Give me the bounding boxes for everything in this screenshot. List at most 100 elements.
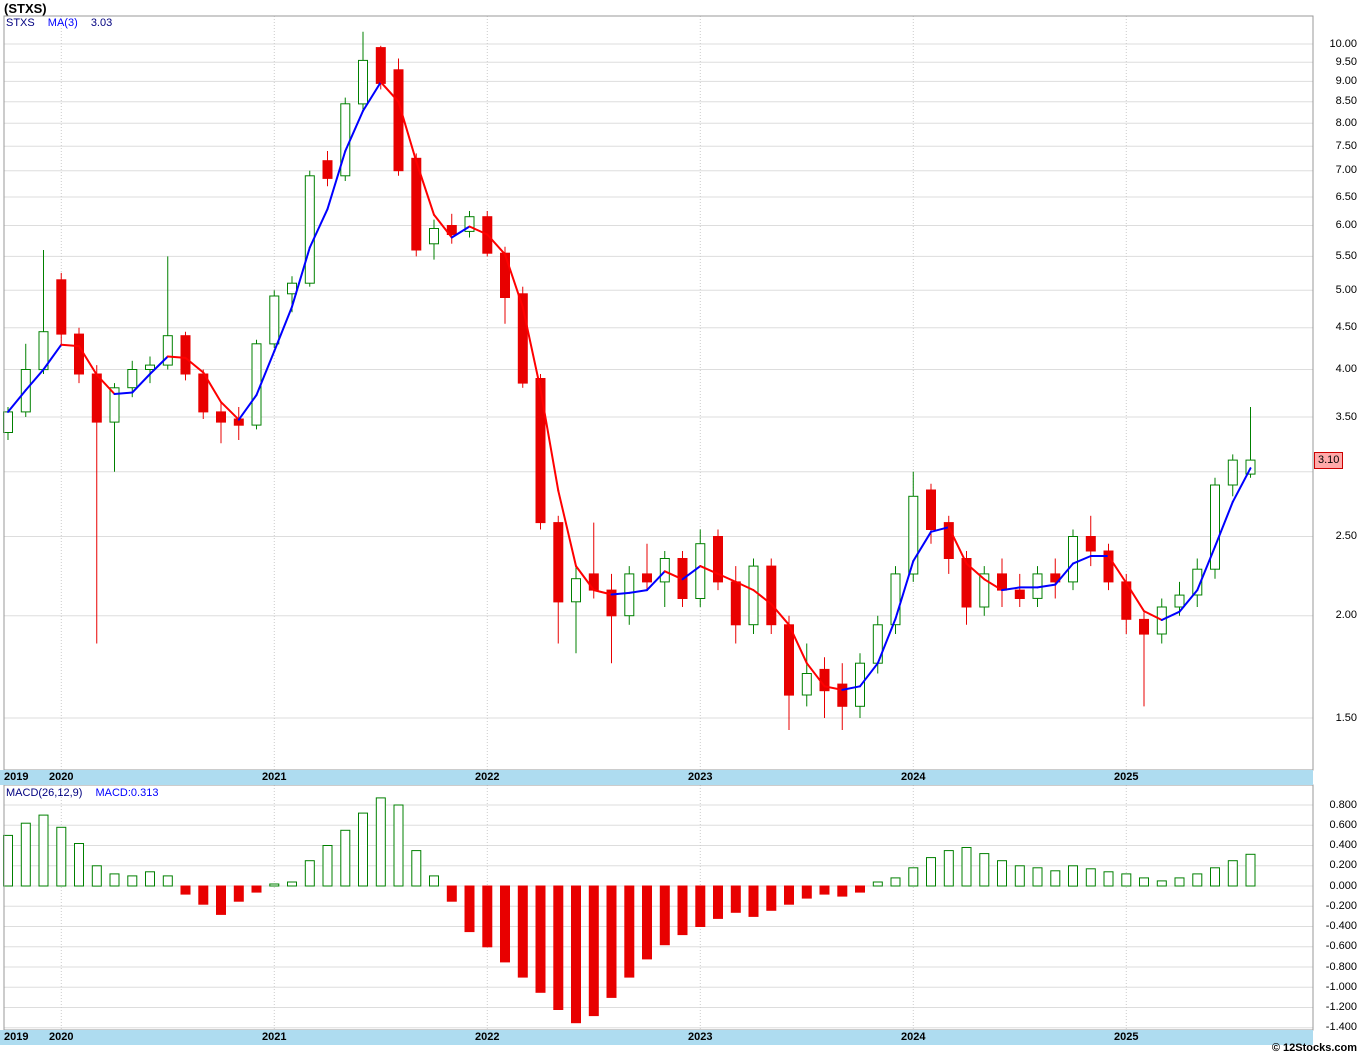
year-label: 2022 — [475, 1031, 500, 1043]
ma-segment — [539, 388, 560, 492]
macd-legend-value: MACD:0.313 — [95, 787, 159, 799]
price-axis-label: 7.00 — [1335, 164, 1357, 177]
ma-segment — [663, 570, 684, 581]
year-label: 2023 — [688, 771, 713, 783]
candle-body — [659, 558, 670, 583]
price-axis-label: 7.50 — [1335, 139, 1357, 152]
price-axis-label: 8.00 — [1335, 116, 1357, 129]
macd-axis-label: -1.400 — [1325, 1021, 1357, 1034]
ma-segment — [788, 623, 808, 665]
panel-borders — [3, 15, 1314, 1031]
ma-segment — [734, 580, 755, 592]
candle-body — [801, 673, 812, 696]
candle-body — [304, 175, 315, 284]
macd-gridlines — [4, 785, 1313, 1030]
ma-segment — [308, 208, 329, 249]
ma-segment — [681, 565, 702, 581]
year-label: 2023 — [688, 1031, 713, 1043]
macd-bar — [872, 881, 883, 887]
candle-body — [216, 411, 226, 423]
macd-bar — [748, 885, 759, 917]
price-axis-label: 6.50 — [1335, 190, 1357, 203]
macd-bar — [304, 860, 315, 887]
ma-segment — [7, 389, 27, 413]
ma-segment — [770, 603, 790, 626]
macd-bar — [837, 885, 848, 897]
candle-body — [784, 624, 794, 696]
macd-bar — [1174, 877, 1185, 887]
year-label: 2021 — [262, 1031, 287, 1043]
ma-segment — [415, 160, 435, 216]
candle-body — [1068, 536, 1078, 583]
candle-body — [145, 364, 155, 371]
macd-bar — [659, 885, 670, 946]
macd-bar — [1085, 868, 1096, 887]
macd-bar — [411, 850, 422, 887]
ma-segment — [291, 246, 311, 308]
macd-bar — [1068, 865, 1078, 887]
macd-bars — [3, 797, 1256, 1024]
ma-segment — [344, 109, 364, 152]
macd-bar — [1103, 871, 1114, 887]
candle-body — [553, 522, 564, 603]
ma-segment — [184, 356, 205, 374]
macd-axis-label: -0.800 — [1325, 960, 1357, 973]
price-axis-label: 2.50 — [1335, 530, 1357, 542]
macd-bar — [162, 875, 173, 887]
candle-body — [1139, 618, 1149, 635]
price-axis-label: 6.00 — [1335, 219, 1357, 231]
ma-segment — [42, 343, 63, 371]
candle-body — [1085, 536, 1096, 552]
ma-segment — [1196, 545, 1216, 592]
ma-segment — [220, 401, 240, 421]
macd-bar — [997, 860, 1007, 887]
candle-body — [642, 573, 652, 583]
ma-segment — [1125, 582, 1145, 613]
ma-segment — [1072, 555, 1092, 565]
ma-segment — [237, 394, 258, 421]
candle-body — [766, 565, 777, 626]
ma-segment — [504, 253, 524, 309]
macd-bar — [198, 885, 209, 905]
ma-segment — [1214, 500, 1234, 548]
year-label: 2025 — [1114, 1031, 1139, 1043]
ma-segment — [24, 368, 45, 392]
macd-bar — [801, 885, 812, 899]
price-legend-symbol: STXS — [6, 17, 35, 29]
last-price-badge: 3.10 — [1314, 452, 1344, 470]
ma-segment — [397, 100, 418, 163]
macd-bar — [926, 857, 936, 887]
macd-bar — [20, 822, 31, 887]
candle-body — [500, 252, 510, 298]
candle-body — [269, 295, 280, 345]
macd-bar — [1050, 870, 1061, 887]
macd-bar — [1014, 865, 1025, 887]
ma-segment — [468, 225, 489, 236]
macd-bar — [1032, 867, 1043, 887]
macd-bar — [588, 885, 599, 1017]
macd-axis-label: 0.600 — [1329, 818, 1357, 831]
macd-bar — [1121, 873, 1132, 887]
macd-bar — [464, 885, 475, 933]
macd-bar — [375, 797, 386, 887]
macd-bar — [482, 885, 493, 948]
ma-segment — [273, 305, 293, 353]
ma-segment — [326, 150, 347, 211]
year-label: 2021 — [262, 771, 287, 783]
price-axis-label: 3.50 — [1335, 410, 1357, 423]
candle-body — [890, 573, 901, 626]
macd-bar — [819, 885, 830, 895]
ma-segment — [894, 560, 915, 620]
year-label: 2019 — [4, 1031, 29, 1043]
candle-body — [1174, 594, 1185, 608]
price-legend: STXS MA(3) 3.03 — [6, 17, 122, 29]
macd-bar — [1156, 880, 1167, 887]
ma-segment — [841, 685, 861, 691]
macd-bar — [500, 885, 510, 963]
ma-segment — [646, 570, 666, 592]
candlesticks — [3, 31, 1256, 730]
candle-body — [340, 103, 351, 177]
candle-body — [748, 565, 759, 626]
ma-segment — [1160, 610, 1181, 621]
